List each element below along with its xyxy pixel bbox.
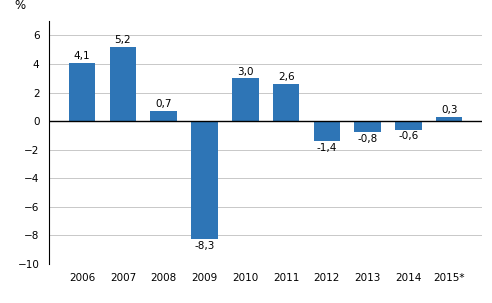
Text: %: % bbox=[15, 0, 26, 12]
Bar bbox=[395, 121, 422, 130]
Bar bbox=[273, 84, 299, 121]
Text: 4,1: 4,1 bbox=[74, 51, 91, 61]
Bar bbox=[354, 121, 381, 132]
Text: -1,4: -1,4 bbox=[317, 143, 337, 153]
Text: -8,3: -8,3 bbox=[194, 241, 215, 251]
Text: 5,2: 5,2 bbox=[115, 35, 131, 45]
Bar bbox=[436, 117, 462, 121]
Text: -0,8: -0,8 bbox=[358, 134, 378, 144]
Text: 2,6: 2,6 bbox=[278, 72, 294, 82]
Text: 0,3: 0,3 bbox=[441, 105, 458, 115]
Bar bbox=[232, 78, 258, 121]
Text: 0,7: 0,7 bbox=[155, 99, 172, 109]
Bar bbox=[69, 62, 95, 121]
Text: 3,0: 3,0 bbox=[237, 67, 253, 77]
Bar bbox=[151, 111, 177, 121]
Bar bbox=[110, 47, 136, 121]
Text: -0,6: -0,6 bbox=[399, 131, 419, 141]
Bar bbox=[313, 121, 340, 141]
Bar bbox=[191, 121, 218, 239]
